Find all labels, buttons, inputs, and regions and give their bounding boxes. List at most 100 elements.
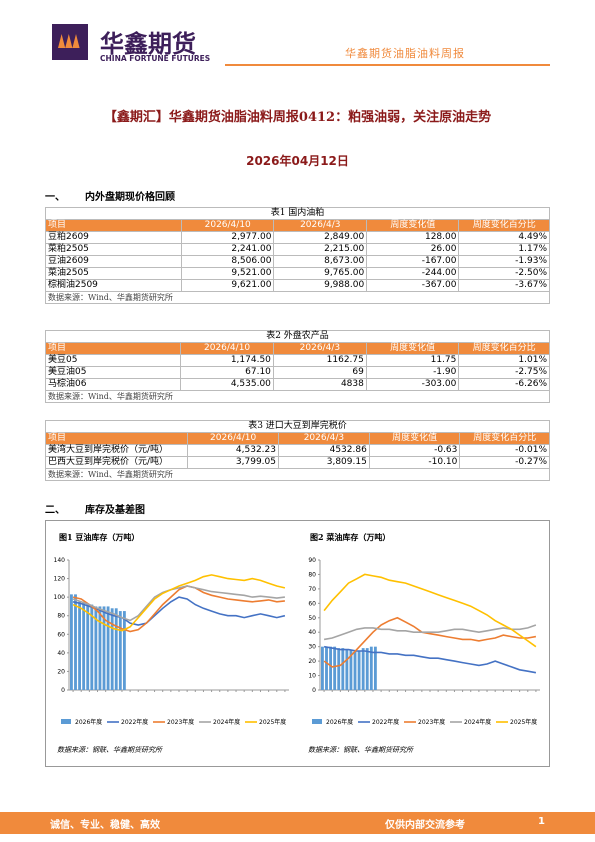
table-cell: -6.26% bbox=[458, 378, 550, 391]
chart-source: 数据来源：钢联、华鑫期货研究所 bbox=[57, 746, 163, 754]
series-line bbox=[72, 585, 285, 622]
report-title: 【鑫期汇】华鑫期货油脂油料周报0412：粕强油弱，关注原油走势 bbox=[103, 110, 492, 125]
column-header: 2026/4/3 bbox=[273, 219, 368, 232]
table-cell: 4,535.00 bbox=[180, 378, 274, 391]
table-cell: 9,988.00 bbox=[273, 279, 368, 292]
bar bbox=[70, 594, 73, 690]
table-cell: 美豆05 bbox=[44, 354, 182, 367]
legend-label: 2024年度 bbox=[464, 718, 491, 726]
column-header: 2026/4/10 bbox=[180, 219, 275, 232]
table-cell: 4838 bbox=[272, 378, 367, 391]
header-banner: 华鑫期货油脂油料周报 bbox=[345, 47, 465, 60]
y-tick-label: 20 bbox=[308, 658, 316, 665]
column-header: 项目 bbox=[44, 342, 182, 355]
table-cell: -167.00 bbox=[366, 255, 460, 268]
table-cell: -2.75% bbox=[458, 366, 550, 379]
table-cell: 128.00 bbox=[366, 231, 460, 244]
y-tick-label: 80 bbox=[308, 571, 316, 578]
table-header-row: 项目 2026/4/10 2026/4/3 周度变化值 周度变化百分比 bbox=[44, 432, 550, 445]
y-tick-label: 60 bbox=[57, 631, 65, 638]
bar bbox=[373, 646, 377, 690]
bar bbox=[122, 611, 126, 690]
y-tick-label: 0 bbox=[61, 687, 65, 694]
series-line bbox=[323, 624, 537, 641]
bar bbox=[82, 601, 86, 690]
table-cell: -2.50% bbox=[458, 267, 550, 280]
table-cell: -3.67% bbox=[458, 279, 550, 292]
table-cell: 美湾大豆到岸完税价（元/吨） bbox=[44, 444, 189, 457]
bar bbox=[102, 606, 106, 690]
y-tick-label: 140 bbox=[54, 557, 66, 564]
table-cell: 26.00 bbox=[366, 243, 460, 256]
table-wrap: 表3 进口大豆到岸完税价 项目 2026/4/10 2026/4/3 周度变化值 周度变化… bbox=[44, 420, 550, 481]
column-header: 2026/4/3 bbox=[278, 432, 370, 445]
table-source-row: 数据来源：Wind、华鑫期货研究所 bbox=[45, 291, 550, 304]
chart: 图1 豆油库存（万吨） 0 20 40 60 80 100 120 140 2026年度 2022年… bbox=[54, 532, 289, 754]
table-source: 数据来源：Wind、华鑫期货研究所 bbox=[45, 468, 550, 481]
bar bbox=[333, 646, 337, 690]
table-cell: -303.00 bbox=[365, 378, 460, 391]
table-cell: 9,621.00 bbox=[180, 279, 275, 292]
chart-title: 图1 豆油库存（万吨） bbox=[59, 532, 139, 542]
column-header: 周度变化值 bbox=[368, 432, 461, 445]
column-header: 项目 bbox=[44, 432, 189, 445]
column-header: 2026/4/3 bbox=[272, 342, 367, 355]
column-header: 周度变化值 bbox=[365, 342, 460, 355]
logo-icon bbox=[52, 24, 88, 60]
table-cell: 美豆油05 bbox=[44, 366, 182, 379]
y-tick-label: 100 bbox=[54, 594, 66, 601]
table-header-row: 项目 2026/4/10 2026/4/3 周度变化值 周度变化百分比 bbox=[44, 342, 550, 355]
table-cell: 1,174.50 bbox=[180, 354, 274, 367]
legend-label: 2024年度 bbox=[213, 718, 240, 726]
series-line bbox=[323, 573, 537, 648]
table-row: 豆油2609 8,506.00 8,673.00 -167.00 -1.93% bbox=[45, 255, 550, 268]
table-cell: 4532.86 bbox=[278, 444, 370, 457]
table-source: 数据来源：Wind、华鑫期货研究所 bbox=[45, 291, 550, 304]
table-cell: 巴西大豆到岸完税价（元/吨） bbox=[44, 456, 189, 469]
table-source-row: 数据来源：Wind、华鑫期货研究所 bbox=[45, 390, 550, 403]
y-tick-label: 40 bbox=[57, 650, 65, 657]
bar bbox=[86, 604, 90, 690]
y-tick-label: 20 bbox=[57, 668, 65, 675]
legend-label: 2023年度 bbox=[167, 718, 194, 726]
table-cell: -367.00 bbox=[366, 279, 460, 292]
data-table: 表1 国内油粕 项目 2026/4/10 2026/4/3 周度变化值 周度变化百分比 豆粕… bbox=[45, 207, 550, 304]
table-cell: 1.01% bbox=[458, 354, 550, 367]
bar bbox=[353, 651, 357, 690]
column-header: 周度变化百分比 bbox=[458, 342, 550, 355]
data-table: 表2 外盘农产品 项目 2026/4/10 2026/4/3 周度变化值 周度变化百分比美… bbox=[44, 330, 550, 403]
table-cell: 9,521.00 bbox=[180, 267, 275, 280]
series-line bbox=[323, 616, 537, 668]
table-cell: -1.93% bbox=[458, 255, 550, 268]
table-cell: 2,977.00 bbox=[180, 231, 275, 244]
y-tick-label: 70 bbox=[308, 586, 316, 593]
series-line bbox=[72, 574, 286, 632]
chart: 图2 菜油库存（万吨） 0 10 20 30 40 50 60 70 80 90 2026年度 2022… bbox=[308, 532, 540, 754]
y-tick-label: 90 bbox=[308, 557, 316, 564]
legend-label: 2025年度 bbox=[510, 718, 537, 726]
logo-cn: 华鑫期货 bbox=[100, 30, 196, 58]
bar bbox=[321, 646, 324, 690]
bar bbox=[365, 648, 369, 690]
y-tick-label: 10 bbox=[308, 673, 316, 680]
table-wrap: 表1 国内油粕 项目 2026/4/10 2026/4/3 周度变化值 周度变化百分比 豆粕… bbox=[45, 207, 550, 304]
table-cell: 11.75 bbox=[365, 354, 460, 367]
table-cell: 8,506.00 bbox=[180, 255, 275, 268]
column-header: 项目 bbox=[45, 219, 182, 232]
y-tick-label: 0 bbox=[312, 687, 316, 694]
table-row: 菜粕2505 2,241.00 2,215.00 26.00 1.17% bbox=[45, 243, 550, 256]
table-cell: 棕榈油2509 bbox=[45, 279, 182, 292]
table-row: 巴西大豆到岸完税价（元/吨） 3,799.05 3,809.15 -10.10 -0.2… bbox=[44, 456, 550, 469]
table-cell: 菜粕2505 bbox=[45, 243, 182, 256]
table-cell: 4,532.23 bbox=[187, 444, 279, 457]
table-cell: 69 bbox=[272, 366, 367, 379]
report-date: 2026年04月12日 bbox=[246, 154, 349, 168]
column-header: 2026/4/10 bbox=[187, 432, 279, 445]
table-cell: -244.00 bbox=[366, 267, 460, 280]
data-table: 表3 进口大豆到岸完税价 项目 2026/4/10 2026/4/3 周度变化值 周度变化… bbox=[44, 420, 550, 481]
legend-swatch bbox=[61, 719, 71, 724]
legend-label: 2023年度 bbox=[418, 718, 445, 726]
bar bbox=[349, 649, 353, 690]
series-line bbox=[72, 596, 286, 626]
